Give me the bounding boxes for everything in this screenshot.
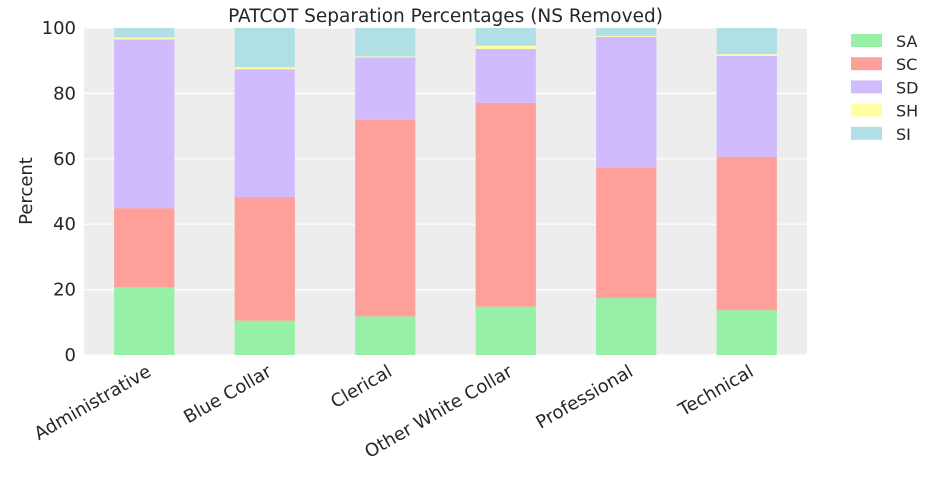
bar-sh [596, 35, 657, 37]
bar-sc [355, 119, 416, 317]
y-axis-label: Percent [16, 157, 37, 225]
legend-swatch [851, 80, 882, 94]
legend-swatch [851, 103, 882, 117]
legend-swatch [851, 126, 882, 140]
legend: SA SC SD SH SI [851, 32, 918, 144]
bar-sc [596, 167, 657, 299]
bars [114, 28, 777, 355]
bar-sa [355, 316, 416, 355]
bar-sc [475, 102, 536, 307]
legend-label: SH [896, 102, 918, 121]
legend-label: SA [896, 32, 917, 51]
bar-si [234, 28, 295, 68]
bar-sa [475, 306, 536, 355]
legend-swatch [851, 57, 882, 71]
bar-sh [716, 54, 777, 56]
bar-si [596, 28, 657, 36]
bar-sh [355, 56, 416, 58]
bar-si [355, 28, 416, 57]
bar-sh [475, 45, 536, 49]
y-tick-label: 100 [42, 18, 76, 39]
legend-label: SI [896, 125, 911, 144]
bar-sd [716, 55, 777, 157]
x-tick-label: Technical [674, 361, 757, 421]
bar-sa [234, 320, 295, 355]
bar-sd [114, 39, 175, 209]
bar-si [475, 28, 536, 46]
y-tick-label: 60 [53, 149, 76, 170]
plot-background [84, 28, 807, 355]
bar-sc [716, 156, 777, 311]
bar-sd [475, 48, 536, 103]
y-tick-labels: 0 20 40 60 80 100 [42, 18, 76, 366]
y-tick-label: 80 [53, 83, 76, 104]
y-tick-label: 0 [65, 345, 76, 366]
bar-sa [114, 287, 175, 355]
y-tick-label: 20 [53, 280, 76, 301]
bar-sd [596, 36, 657, 168]
x-tick-label: Clerical [327, 361, 396, 413]
bar-sa [596, 298, 657, 355]
y-tick-label: 40 [53, 214, 76, 235]
bar-si [716, 28, 777, 55]
x-tick-label: Administrative [31, 361, 155, 445]
bar-si [114, 28, 175, 38]
bar-sd [234, 69, 295, 198]
bar-sd [355, 57, 416, 120]
bar-sh [114, 37, 175, 40]
chart-title: PATCOT Separation Percentages (NS Remove… [228, 6, 663, 27]
grid-lines [84, 27, 807, 356]
bar-sa [716, 310, 777, 355]
x-tick-label: Blue Collar [180, 361, 276, 428]
legend-swatch [851, 34, 882, 47]
bar-sc [114, 208, 175, 288]
legend-label: SD [896, 78, 918, 97]
legend-label: SC [896, 55, 917, 74]
bar-sc [234, 197, 295, 321]
bar-sh [234, 67, 295, 70]
x-tick-label: Professional [533, 361, 637, 433]
